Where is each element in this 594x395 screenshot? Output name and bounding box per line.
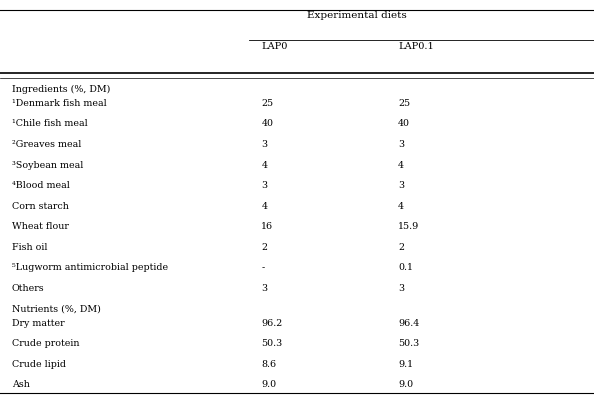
Text: 40: 40	[398, 119, 410, 128]
Text: Ash: Ash	[12, 380, 30, 389]
Text: LAP0.1: LAP0.1	[398, 42, 434, 51]
Text: 3: 3	[398, 140, 404, 149]
Text: 15.9: 15.9	[398, 222, 419, 231]
Text: 96.4: 96.4	[398, 319, 419, 328]
Text: 9.0: 9.0	[398, 380, 413, 389]
Text: 0.1: 0.1	[398, 263, 413, 272]
Text: Crude protein: Crude protein	[12, 339, 80, 348]
Text: Crude lipid: Crude lipid	[12, 360, 66, 369]
Text: LAP0: LAP0	[261, 42, 287, 51]
Text: 8.6: 8.6	[261, 360, 276, 369]
Text: 9.1: 9.1	[398, 360, 413, 369]
Text: ⁴Blood meal: ⁴Blood meal	[12, 181, 69, 190]
Text: 3: 3	[398, 181, 404, 190]
Text: ⁵Lugworm antimicrobial peptide: ⁵Lugworm antimicrobial peptide	[12, 263, 168, 272]
Text: Others: Others	[12, 284, 45, 293]
Text: 25: 25	[261, 99, 273, 108]
Text: 50.3: 50.3	[261, 339, 283, 348]
Text: 4: 4	[261, 160, 267, 169]
Text: 40: 40	[261, 119, 273, 128]
Text: Ingredients (%, DM): Ingredients (%, DM)	[12, 85, 110, 94]
Text: 2: 2	[398, 243, 404, 252]
Text: ³Soybean meal: ³Soybean meal	[12, 160, 83, 169]
Text: Wheat flour: Wheat flour	[12, 222, 69, 231]
Text: 2: 2	[261, 243, 267, 252]
Text: 4: 4	[398, 160, 404, 169]
Text: 3: 3	[261, 140, 267, 149]
Text: -: -	[261, 263, 264, 272]
Text: Corn starch: Corn starch	[12, 201, 69, 211]
Text: ²Greaves meal: ²Greaves meal	[12, 140, 81, 149]
Text: 50.3: 50.3	[398, 339, 419, 348]
Text: ¹Chile fish meal: ¹Chile fish meal	[12, 119, 88, 128]
Text: 4: 4	[261, 201, 267, 211]
Text: Dry matter: Dry matter	[12, 319, 65, 328]
Text: Experimental diets: Experimental diets	[307, 11, 406, 20]
Text: 9.0: 9.0	[261, 380, 276, 389]
Text: ¹Denmark fish meal: ¹Denmark fish meal	[12, 99, 107, 108]
Text: 96.2: 96.2	[261, 319, 283, 328]
Text: 3: 3	[261, 284, 267, 293]
Text: Fish oil: Fish oil	[12, 243, 48, 252]
Text: 3: 3	[398, 284, 404, 293]
Text: 16: 16	[261, 222, 273, 231]
Text: Nutrients (%, DM): Nutrients (%, DM)	[12, 304, 101, 313]
Text: 3: 3	[261, 181, 267, 190]
Text: 25: 25	[398, 99, 410, 108]
Text: 4: 4	[398, 201, 404, 211]
